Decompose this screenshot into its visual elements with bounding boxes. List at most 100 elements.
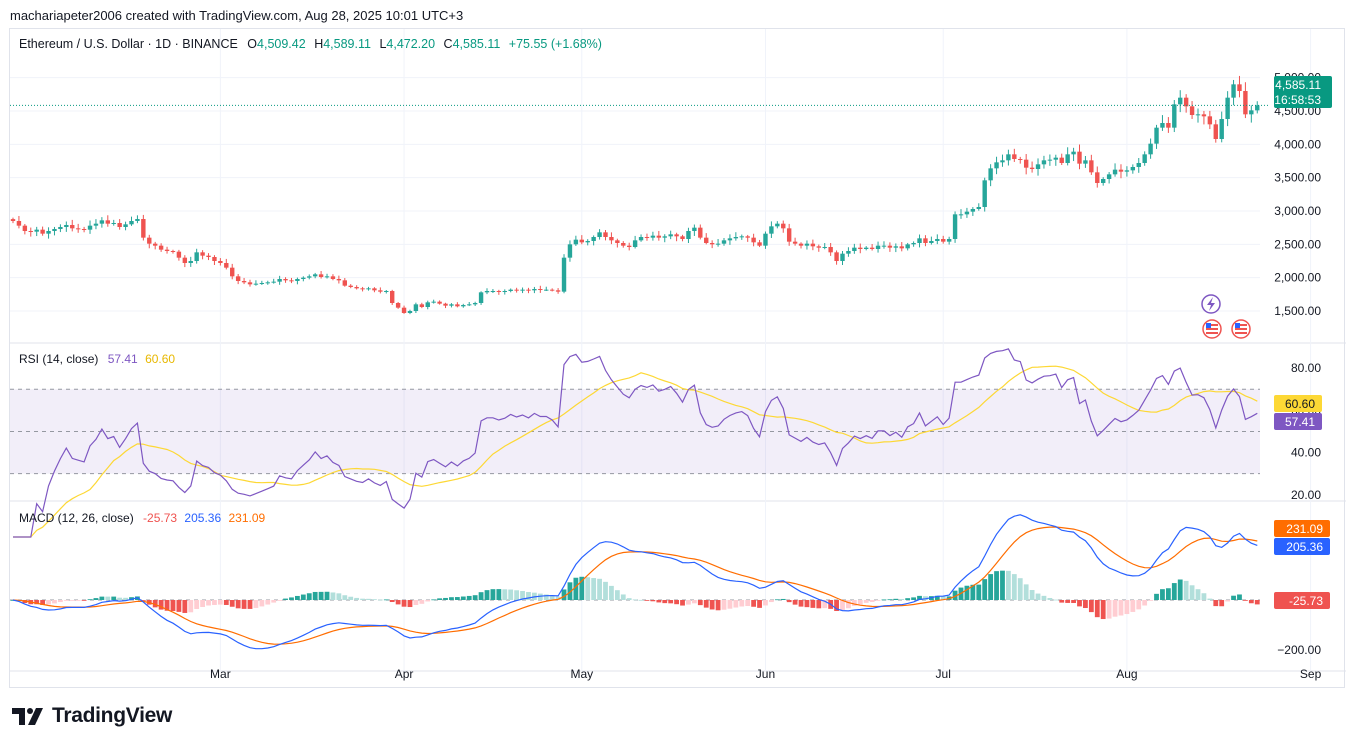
macd-histogram-bar — [1201, 593, 1207, 600]
candle-body — [289, 280, 294, 282]
candle — [28, 227, 33, 237]
macd-histogram-bar — [982, 579, 988, 600]
chart-frame[interactable]: MarAprMayJunJulAugSep5,000.004,500.004,0… — [9, 28, 1346, 689]
candle-body — [952, 214, 958, 239]
macd-histogram-bar — [774, 599, 780, 601]
candle-body — [1136, 163, 1141, 167]
candle-body — [644, 237, 650, 238]
macd-histogram-bar — [58, 600, 63, 603]
candle-body — [804, 243, 810, 246]
candle-body — [1047, 159, 1053, 161]
candle-body — [206, 255, 211, 257]
macd-histogram-bar — [561, 589, 567, 600]
macd-histogram-bar — [857, 600, 863, 605]
candle-body — [212, 257, 217, 261]
lightning-icon[interactable] — [1201, 294, 1221, 314]
candle — [105, 215, 110, 227]
macd-histogram-bar — [63, 600, 69, 601]
candle — [461, 303, 466, 308]
macd-histogram-bar — [401, 600, 407, 607]
candle — [739, 234, 744, 240]
candle-body — [1201, 114, 1207, 117]
macd-histogram-bar — [656, 600, 662, 603]
macd-histogram-bar — [680, 600, 685, 606]
candle — [792, 237, 798, 246]
us-flag-event-icon-2[interactable] — [1231, 319, 1251, 339]
macd-histogram-bar — [87, 599, 93, 601]
candle — [1160, 115, 1165, 131]
macd-histogram-bar — [259, 600, 265, 607]
macd-histogram-bar — [200, 600, 205, 608]
countdown-text: 16:58:53 — [1274, 93, 1321, 107]
candle-body — [253, 283, 259, 285]
macd-histogram-bar — [840, 600, 845, 611]
candle-body — [840, 253, 845, 261]
candle-body — [170, 251, 176, 252]
macd-histogram-bar — [1177, 579, 1183, 600]
macd-histogram-bar — [1100, 600, 1106, 620]
candle-body — [1089, 160, 1094, 173]
macd-histogram-bar — [1023, 584, 1029, 600]
candle — [153, 241, 158, 250]
candle — [1213, 119, 1218, 143]
macd-histogram-bar — [34, 600, 40, 605]
macd-histogram-bar — [1083, 600, 1088, 609]
candle — [662, 234, 667, 243]
candle-body — [591, 237, 596, 241]
candle — [905, 242, 910, 251]
candle-body — [609, 237, 614, 241]
candle-body — [538, 289, 543, 290]
candle — [93, 219, 99, 230]
macd-histogram-bar — [573, 577, 579, 600]
macd-histogram-bar — [952, 590, 958, 600]
high-value: 4,589.11 — [323, 37, 371, 51]
candle — [733, 232, 739, 241]
macd-histogram-bar — [1183, 580, 1189, 600]
macd-histogram-bar — [964, 585, 970, 600]
candle — [567, 240, 573, 262]
candle-body — [1018, 159, 1023, 160]
candle — [472, 301, 478, 306]
candle-body — [425, 302, 430, 307]
candle — [946, 236, 952, 245]
candle — [846, 247, 851, 257]
candle — [745, 234, 750, 242]
candle — [508, 288, 513, 293]
candle — [579, 235, 584, 245]
candle-body — [1213, 124, 1218, 139]
macd-histogram-bar — [1118, 600, 1124, 616]
candle-body — [887, 245, 893, 248]
chart-svg[interactable]: MarAprMayJunJulAugSep5,000.004,500.004,0… — [10, 29, 1346, 689]
candle-body — [549, 289, 555, 291]
tradingview-logo[interactable]: TradingView — [12, 704, 172, 728]
candle — [259, 280, 265, 285]
macd-histogram-bar — [899, 599, 905, 600]
macd-histogram-bar — [1035, 593, 1041, 600]
candle — [822, 243, 827, 250]
candle-body — [437, 301, 442, 304]
candle — [1237, 75, 1242, 98]
macd-histogram-bar — [976, 584, 982, 600]
svg-text:-25.73: -25.73 — [1289, 594, 1323, 608]
candle — [786, 223, 792, 246]
candle-body — [46, 231, 51, 234]
candle — [1095, 166, 1100, 188]
macd-histogram-bar — [751, 600, 757, 607]
x-tick-apr: Apr — [395, 667, 414, 681]
us-flag-event-icon[interactable] — [1202, 319, 1222, 339]
candle-body — [514, 289, 519, 291]
candle — [443, 302, 448, 309]
candle — [283, 277, 288, 283]
candle — [87, 220, 93, 234]
candle-body — [941, 239, 946, 242]
candle-body — [484, 291, 490, 293]
macd-histogram-bar — [1148, 600, 1153, 601]
macd-histogram-bar — [668, 600, 674, 604]
macd-histogram-bar — [697, 600, 703, 606]
macd-histogram-bar — [140, 600, 146, 601]
macd-histogram-bar — [158, 600, 164, 610]
candle — [621, 241, 626, 248]
candle — [769, 221, 774, 238]
macd-histogram-bar — [277, 600, 283, 601]
candle-body — [733, 237, 739, 239]
